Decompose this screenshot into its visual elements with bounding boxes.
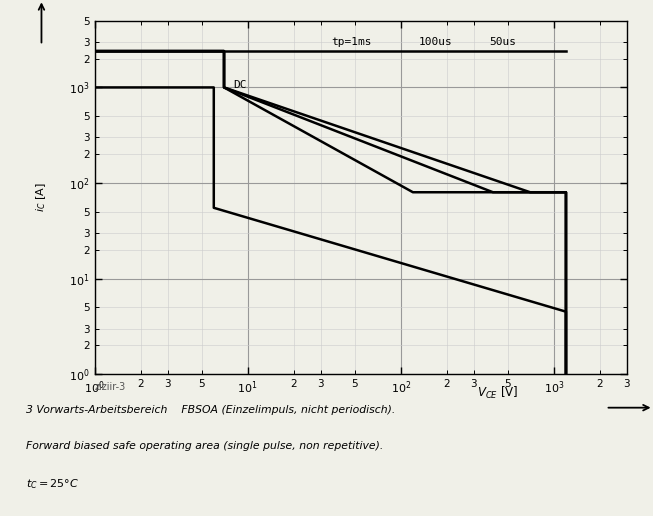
Text: $t_C = 25°C$: $t_C = 25°C$ <box>26 477 79 491</box>
Text: 100us: 100us <box>418 37 452 47</box>
Text: Forward biased safe operating area (single pulse, non repetitive).: Forward biased safe operating area (sing… <box>26 441 383 451</box>
Text: $V_{CE}$ [V]: $V_{CE}$ [V] <box>477 384 518 400</box>
Text: ziziir-3: ziziir-3 <box>95 382 126 392</box>
Text: $i_C$ [A]: $i_C$ [A] <box>35 183 48 212</box>
Text: 50us: 50us <box>490 37 517 47</box>
Text: DC: DC <box>233 79 246 90</box>
Text: 3 Vorwarts-Arbeitsbereich    FBSOA (Einzelimpuls, nicht periodisch).: 3 Vorwarts-Arbeitsbereich FBSOA (Einzeli… <box>26 405 396 415</box>
Text: tp=1ms: tp=1ms <box>331 37 372 47</box>
